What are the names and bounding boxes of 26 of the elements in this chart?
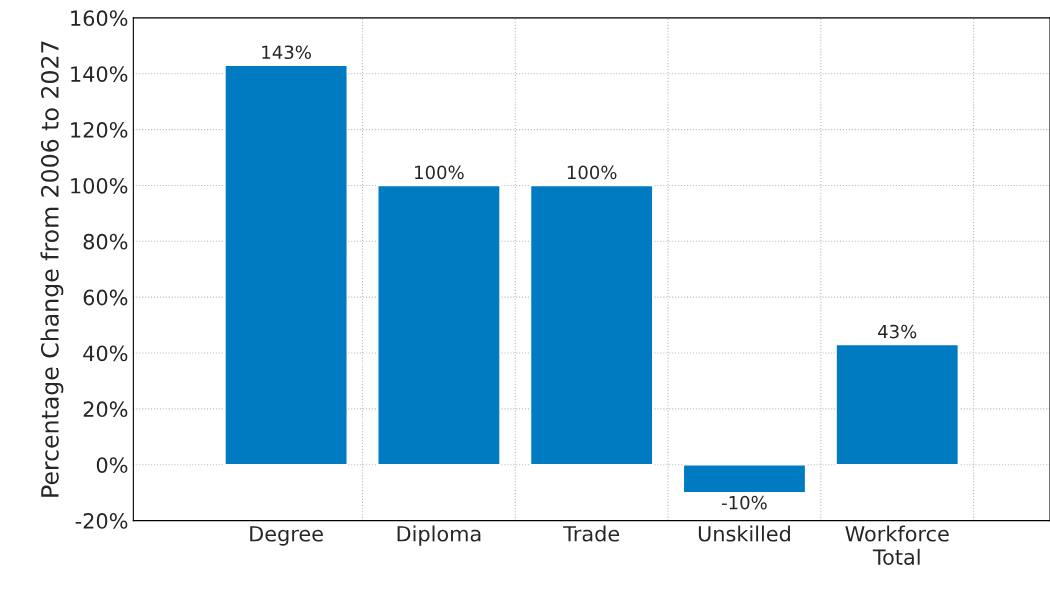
data-label: 100% [567,165,617,180]
bar [529,184,654,466]
y-tick-label: -20% [75,513,128,529]
data-label: 143% [262,45,311,60]
y-tick-label: 80% [83,233,128,250]
y-tick-label: 60% [83,289,128,306]
bar [682,464,807,494]
x-tick-label: Unskilled [698,525,790,542]
y-tick-label: 0% [96,457,128,473]
y-tick-label: 100% [71,177,128,194]
x-tick-label: Trade [563,525,620,542]
data-label: 43% [878,324,917,339]
y-tick-label: 140% [71,66,128,82]
y-tick-label: 20% [83,401,128,418]
x-tick-label: Degree [250,526,323,546]
x-tick-label: Diploma [397,525,481,546]
bar [224,64,348,466]
y-tick-label: 40% [83,345,128,362]
bar [835,343,960,466]
data-label: -10% [722,495,767,510]
y-axis-title: Percentage Change from 2006 to 2027 [40,41,64,497]
y-tick-label: 120% [71,122,128,138]
data-label: 100% [415,165,464,180]
x-tick-label: Workforce Total [845,525,949,565]
y-tick-label: 160% [71,10,128,27]
bar [377,184,501,466]
